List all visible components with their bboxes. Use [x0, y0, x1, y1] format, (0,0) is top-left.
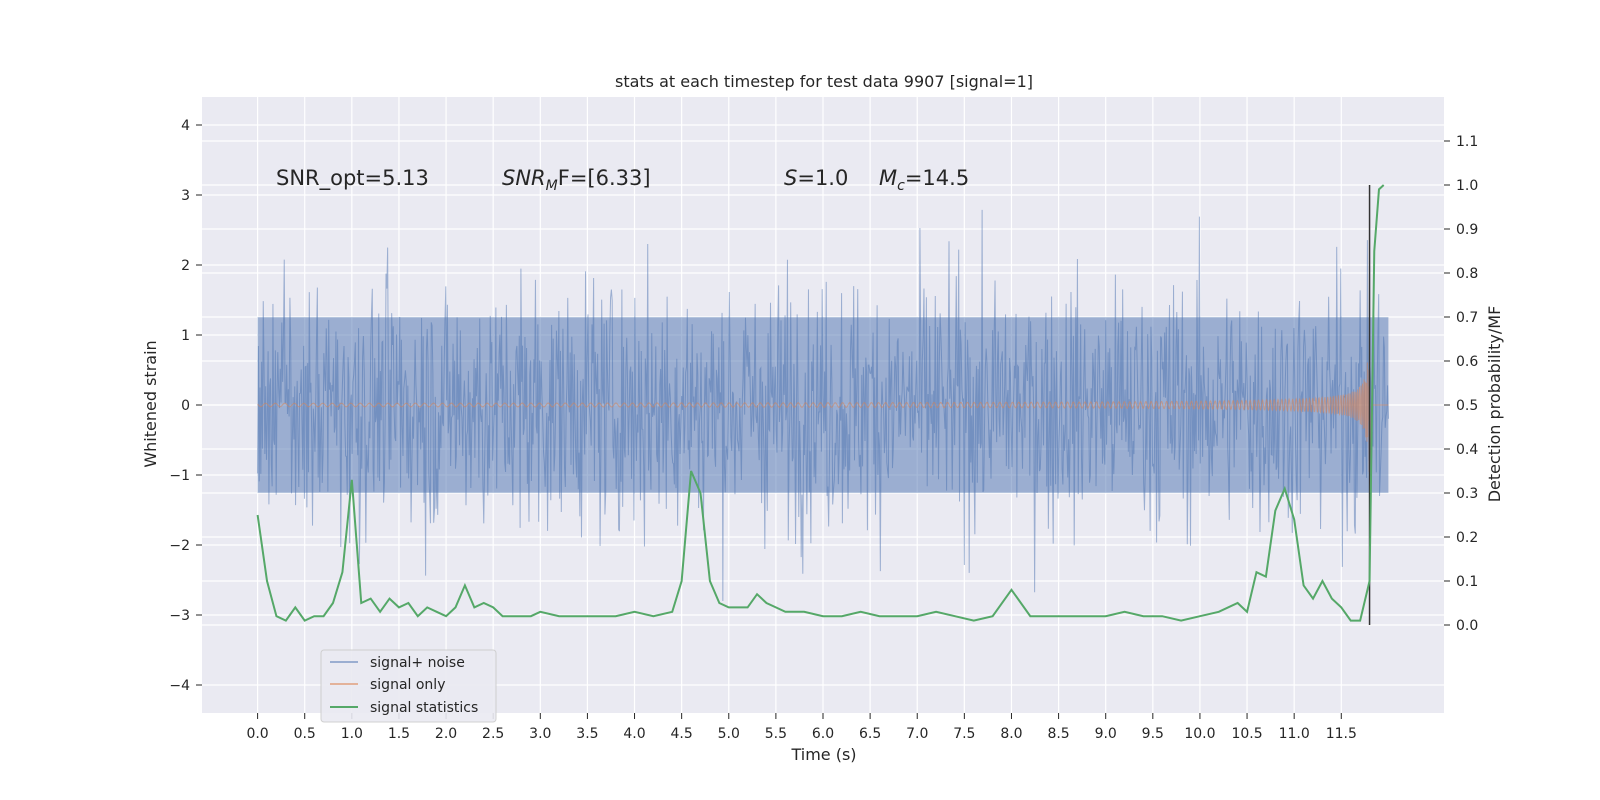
y-tick-label: 1 — [181, 328, 190, 344]
x-tick-label: 3.5 — [576, 726, 598, 742]
y-right-tick-label: 0.8 — [1456, 266, 1478, 282]
y-right-tick-label: 1.1 — [1456, 134, 1478, 150]
annotation-s: S=1.0 — [784, 166, 848, 190]
y-right-tick-label: 0.1 — [1456, 574, 1478, 590]
x-tick-label: 10.5 — [1231, 726, 1262, 742]
x-tick-label: 3.0 — [529, 726, 551, 742]
legend-box — [320, 649, 497, 723]
x-tick-label: 6.0 — [812, 726, 834, 742]
y-tick-label: 0 — [181, 398, 190, 414]
x-tick-label: 1.5 — [388, 726, 410, 742]
x-tick-label: 7.5 — [953, 726, 975, 742]
annotation-mc-val: =14.5 — [905, 166, 969, 190]
y-tick-label: 4 — [181, 118, 190, 134]
annotation-snr-mf-sub: M — [546, 178, 558, 194]
annotation-mc-sub: c — [897, 178, 905, 194]
chart-title: stats at each timestep for test data 990… — [615, 72, 1033, 91]
x-tick-label: 0.5 — [294, 726, 316, 742]
y-right-tick-label: 0.5 — [1456, 398, 1478, 414]
x-tick-label: 4.5 — [671, 726, 693, 742]
x-tick-label: 2.0 — [435, 726, 457, 742]
x-tick-label: 8.5 — [1047, 726, 1069, 742]
x-tick-label: 10.0 — [1184, 726, 1215, 742]
x-tick-label: 7.0 — [906, 726, 928, 742]
y-tick-label: −4 — [169, 678, 190, 694]
x-tick-label: 11.5 — [1326, 726, 1357, 742]
x-tick-label: 4.0 — [623, 726, 645, 742]
legend-label-signal-statistics: signal statistics — [370, 700, 478, 716]
x-tick-label: 9.5 — [1142, 726, 1164, 742]
x-tick-label: 6.5 — [859, 726, 881, 742]
y-right-tick-label: 0.4 — [1456, 442, 1478, 458]
annotation-snr-mf-rest: F=[6.33] — [558, 166, 651, 190]
x-tick-label: 11.0 — [1279, 726, 1310, 742]
y-right-tick-label: 1.0 — [1456, 178, 1478, 194]
annotation-s-sym: S — [784, 166, 797, 190]
y-right-tick-label: 0.3 — [1456, 486, 1478, 502]
x-tick-label: 0.0 — [246, 726, 268, 742]
y-right-tick-label: 0.9 — [1456, 222, 1478, 238]
annotation-s-val: =1.0 — [797, 166, 848, 190]
y-tick-label: 2 — [181, 258, 190, 274]
x-axis-label: Time (s) — [790, 745, 856, 764]
y-axis-right-label: Detection probability/MF — [1485, 306, 1504, 503]
x-tick-label: 5.0 — [718, 726, 740, 742]
annotation-snr-mf-base: SNR — [502, 166, 546, 190]
x-tick-label: 1.0 — [341, 726, 363, 742]
y-tick-label: −3 — [169, 608, 190, 624]
y-axis-label: Whitened strain — [141, 340, 160, 467]
y-tick-label: −1 — [169, 468, 190, 484]
legend: signal+ noise signal only signal statist… — [320, 649, 497, 723]
x-tick-label: 9.0 — [1095, 726, 1117, 742]
y-right-tick-label: 0.0 — [1456, 618, 1478, 634]
y-right-tick-label: 0.6 — [1456, 354, 1478, 370]
legend-label-signal-only: signal only — [370, 677, 445, 693]
series-signal-only — [257, 362, 1389, 472]
annotation-snr-mf: SNRMF=[6.33] — [502, 166, 651, 194]
x-tick-label: 5.5 — [765, 726, 787, 742]
y-tick-label: −2 — [169, 538, 190, 554]
y-right-tick-label: 0.7 — [1456, 310, 1478, 326]
y-tick-label: 3 — [181, 188, 190, 204]
series-signal-statistics — [256, 184, 1385, 622]
legend-label-signal-noise: signal+ noise — [370, 655, 465, 671]
annotation-mc-sym: M — [879, 166, 897, 190]
y-right-tick-label: 0.2 — [1456, 530, 1478, 546]
x-tick-label: 8.0 — [1000, 726, 1022, 742]
annotation-snr-opt: SNR_opt=5.13 — [276, 166, 429, 191]
x-tick-label: 2.5 — [482, 726, 504, 742]
annotation-row: SNR_opt=5.13 SNRMF=[6.33] S=1.0 Mc=14.5 — [276, 166, 969, 194]
annotation-mc: Mc=14.5 — [879, 166, 969, 194]
